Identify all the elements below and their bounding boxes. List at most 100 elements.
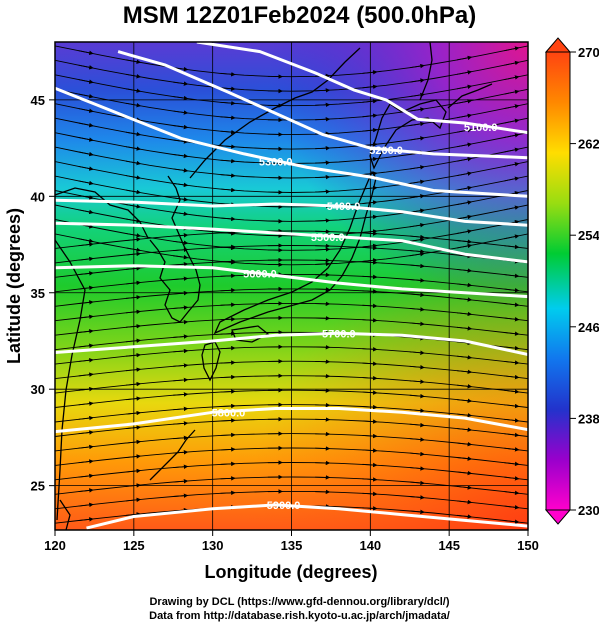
- wind-arrow: [220, 72, 236, 77]
- wind-arrow: [409, 179, 425, 185]
- wind-arrow: [362, 448, 378, 453]
- colorbar-tick-label: 246: [578, 320, 599, 335]
- wind-arrow: [456, 99, 473, 104]
- wind-arrow: [504, 476, 520, 481]
- wind-arrow: [504, 176, 520, 182]
- wind-arrow: [125, 73, 142, 79]
- x-tick-label: 140: [359, 538, 381, 553]
- contour-label: 5800.0: [212, 407, 246, 419]
- wind-arrow: [173, 478, 189, 484]
- wind-arrow: [362, 127, 378, 133]
- wind-arrow: [457, 398, 473, 403]
- wind-arrow: [78, 79, 94, 84]
- wind-arrow: [409, 408, 425, 413]
- wind-arrow: [409, 451, 425, 457]
- wind-arrow: [457, 514, 473, 519]
- wind-arrow: [173, 334, 189, 339]
- wind-arrow: [78, 194, 94, 200]
- wind-arrow: [409, 251, 425, 257]
- contour-labels: 5100.0 5200.0 5300.0 5400.0 5500.0 5600.0 5700…: [212, 122, 498, 512]
- wind-arrow: [78, 93, 94, 99]
- wind-arrow: [409, 379, 425, 384]
- colorbar-tick-label: 262: [578, 137, 599, 152]
- contour-label: 5500.0: [311, 232, 345, 244]
- wind-arrow: [125, 396, 142, 401]
- map-title: MSM 12Z01Feb2024 (500.0hPa): [122, 2, 477, 29]
- wind-arrow: [362, 84, 378, 89]
- contour-label: 5700.0: [322, 328, 356, 340]
- wind-arrow: [125, 324, 142, 329]
- wind-arrow: [456, 200, 473, 205]
- wind-arrow: [457, 369, 473, 375]
- wind-arrow: [504, 418, 520, 423]
- wind-arrow: [78, 430, 94, 435]
- wind-arrow: [78, 488, 94, 493]
- wind-arrow: [504, 461, 520, 467]
- wind-arrow: [504, 104, 520, 109]
- wind-arrow: [362, 462, 378, 468]
- grid-lines: [55, 42, 528, 530]
- wind-arrow: [220, 476, 236, 481]
- wind-arrow: [456, 55, 473, 61]
- wind-arrow: [125, 59, 142, 64]
- wind-arrow: [504, 302, 520, 307]
- wind-arrow: [220, 158, 236, 164]
- wind-arrow: [173, 197, 189, 202]
- coastline-sakhalin: [419, 42, 493, 109]
- wind-arrow: [173, 392, 189, 397]
- wind-arrow: [125, 352, 142, 358]
- wind-arrow: [504, 519, 520, 524]
- wind-arrow: [173, 276, 189, 281]
- wind-arrow: [362, 419, 378, 424]
- wind-arrow: [409, 107, 425, 112]
- wind-arrow: [78, 122, 94, 128]
- colorbar-top-arrow: [544, 37, 572, 53]
- x-tick-label: 120: [44, 538, 66, 553]
- wind-arrow: [78, 357, 94, 363]
- wind-arrow: [78, 256, 94, 262]
- wind-arrow: [504, 389, 520, 394]
- y-axis-ticks: 25 30 35 40 45: [31, 93, 55, 494]
- y-tick-label: 45: [31, 93, 45, 108]
- wind-arrow: [173, 348, 189, 354]
- colorbar-body: [545, 51, 571, 511]
- wind-arrow: [504, 374, 520, 380]
- wind-arrow: [173, 247, 189, 252]
- y-tick-label: 35: [31, 286, 45, 301]
- wind-arrow: [78, 444, 94, 450]
- wind-arrow: [125, 189, 142, 195]
- wind-arrow: [362, 156, 378, 162]
- wind-arrow: [362, 375, 378, 381]
- wind-arrow: [457, 427, 473, 432]
- wind-arrow: [504, 447, 520, 452]
- wind-arrow: [409, 63, 425, 69]
- wind-arrow: [456, 229, 473, 234]
- wind-arrow: [125, 266, 142, 271]
- wind-arrow: [173, 464, 189, 469]
- wind-arrow: [125, 160, 142, 166]
- wind-arrow: [173, 182, 189, 188]
- coastline-honshu: [213, 170, 377, 335]
- wind-arrow: [78, 137, 94, 142]
- wind-arrow: [125, 483, 142, 488]
- contour-label: 5600.0: [243, 268, 277, 280]
- x-axis-ticks: 120 125 130 135 140 145 150: [44, 530, 539, 553]
- contour-5300.0: [55, 86, 528, 198]
- wind-arrow: [456, 171, 473, 177]
- wind-arrow: [362, 361, 378, 366]
- wind-arrow: [220, 345, 236, 351]
- wind-arrow: [173, 124, 189, 130]
- wind-arrow: [457, 384, 473, 389]
- coastline-mainland: [55, 187, 149, 521]
- wind-arrow: [220, 173, 236, 178]
- wind-arrow: [504, 234, 520, 240]
- wind-arrow: [409, 350, 425, 355]
- y-tick-label: 30: [31, 382, 45, 397]
- wind-arrow: [78, 517, 94, 522]
- wind-arrow: [409, 263, 425, 269]
- contour-5900.0: [86, 503, 528, 530]
- wind-arrow: [409, 480, 425, 486]
- colorbar: 270 262 254 246 238 230: [544, 37, 599, 525]
- wind-arrow: [504, 118, 520, 124]
